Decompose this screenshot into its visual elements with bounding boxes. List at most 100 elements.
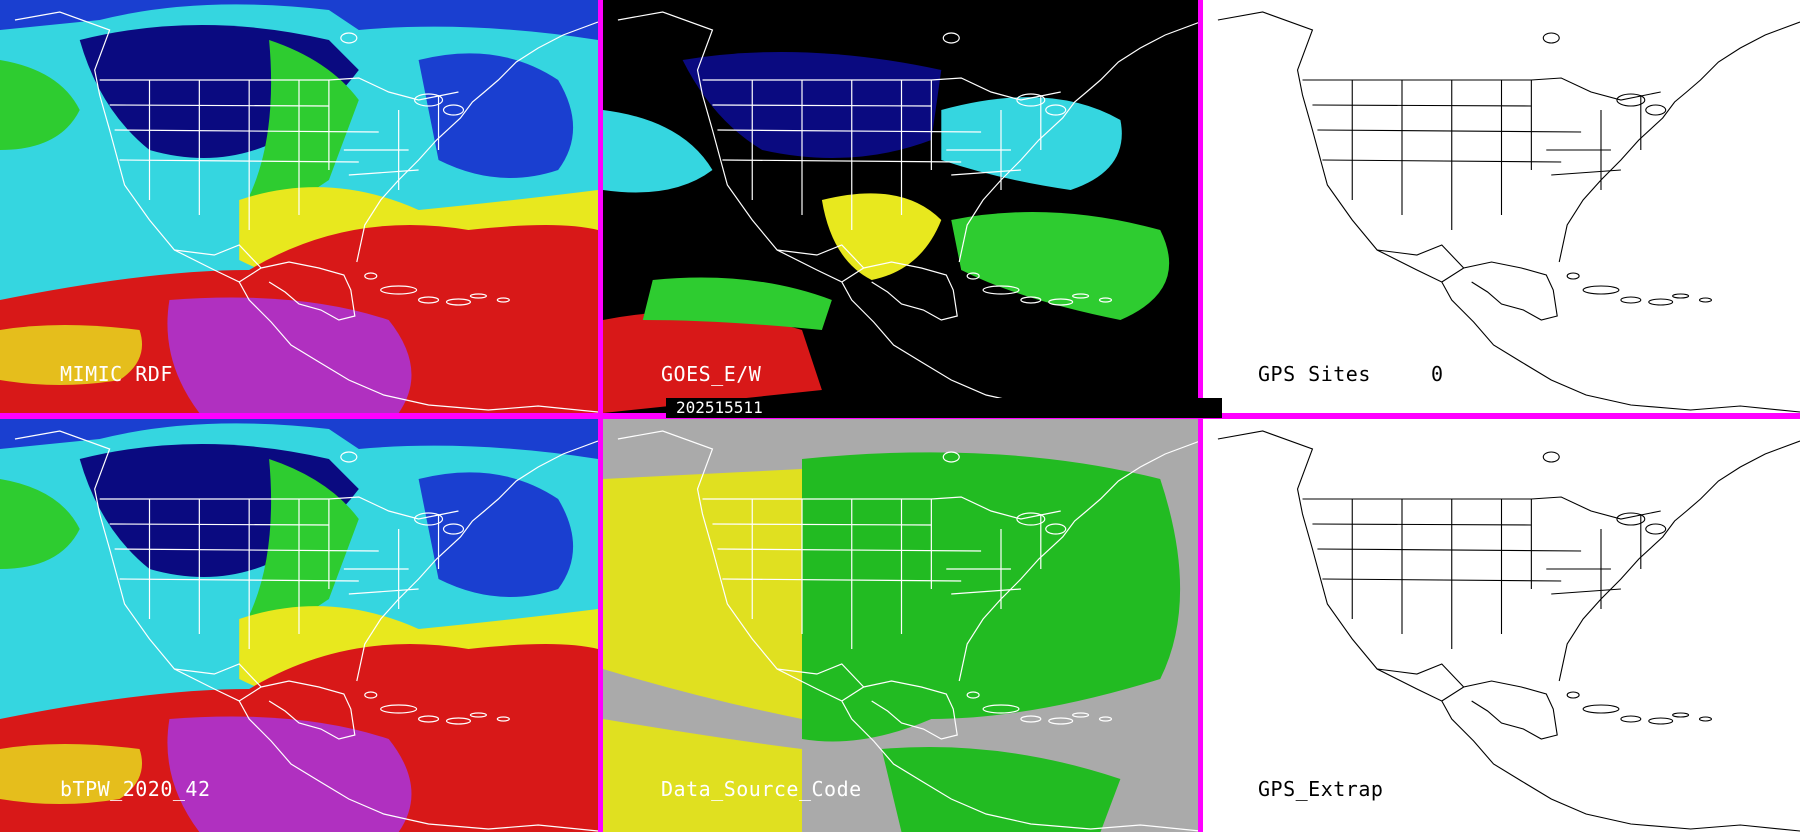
panel-btpw: bTPW_2020_42 (0, 419, 598, 832)
panel-label-gps-extrap: GPS_Extrap (1258, 777, 1384, 801)
island-outline (1098, 297, 1113, 303)
tpw-dry-region (0, 419, 598, 459)
state-border-line (777, 663, 865, 688)
panel-label-data-source-code: Data_Source_Code (661, 777, 862, 801)
state-border-line (109, 104, 379, 163)
lake-outline (1616, 93, 1646, 107)
state-border-line (1377, 244, 1465, 269)
tpw-moist-region (0, 479, 80, 569)
tpw-humid-region (0, 325, 143, 385)
goes-moist-region (603, 110, 713, 193)
island-outline (1072, 293, 1090, 299)
island-outline (966, 272, 980, 280)
island-outline (445, 717, 472, 725)
island-outline (1672, 712, 1690, 718)
source-microwave-region (603, 719, 802, 832)
island-outline (496, 716, 510, 722)
lake-outline (1645, 523, 1667, 535)
coastline-line (1217, 430, 1800, 832)
panel-label-btpw: bTPW_2020_42 (60, 777, 211, 801)
lake-outline (1645, 104, 1667, 116)
panel-label-gps-sites: GPS Sites (1258, 362, 1371, 386)
state-border-line (109, 523, 379, 582)
island-outline (1048, 717, 1074, 725)
panel-goes-ew: GOES_E/W (603, 0, 1200, 413)
island-outline (1698, 297, 1712, 303)
lake-outline (442, 104, 465, 116)
state-border-line (712, 523, 982, 582)
lake-outline (1016, 93, 1046, 107)
timestamp-label: 202515511 (666, 398, 1222, 418)
state-border-line (702, 496, 1061, 520)
state-border-line (1302, 496, 1661, 520)
lake-outline (442, 523, 465, 535)
state-border-line (1546, 95, 1642, 190)
island-outline (496, 297, 510, 303)
lake-outline (1016, 512, 1046, 526)
lake-outline (1616, 512, 1646, 526)
tpw-extreme-region (167, 716, 412, 832)
state-border-line (99, 496, 459, 520)
state-border-line (1351, 499, 1532, 649)
panel-mimic-rdf: MIMIC RDF (0, 0, 598, 413)
state-border-line (1377, 663, 1465, 688)
island-outline (1098, 716, 1113, 722)
lake-outline (942, 451, 960, 463)
state-border-line (174, 244, 262, 269)
lake-outline (1045, 523, 1067, 535)
state-border-line (777, 244, 865, 269)
island-outline (469, 712, 487, 718)
gps-sites-map (1217, 11, 1800, 413)
panel-label-mimic-rdf: MIMIC RDF (60, 362, 173, 386)
state-border-line (148, 80, 330, 230)
coastline-line (14, 11, 598, 413)
island-outline (1020, 296, 1042, 304)
data-source-map (603, 419, 1200, 832)
island-outline (469, 293, 487, 299)
island-outline (418, 715, 440, 723)
island-outline (1620, 715, 1642, 723)
tpw-dry-region (418, 472, 574, 597)
lake-outline (340, 451, 358, 463)
island-outline (982, 704, 1020, 714)
coastline-line (617, 430, 1200, 832)
state-border-line (343, 95, 440, 190)
map-outline-group (1217, 430, 1800, 832)
source-green-region (881, 747, 1121, 832)
island-outline (1648, 298, 1674, 306)
panel-gps-extrap: GPS_Extrap (1203, 419, 1800, 832)
goes-moist-region (951, 212, 1170, 320)
goes-map (603, 0, 1200, 413)
map-outline-group (1217, 11, 1800, 413)
tpw-moist-region (0, 60, 80, 150)
island-outline (982, 285, 1020, 295)
coastline-line (1217, 11, 1800, 413)
island-outline (1620, 296, 1642, 304)
map-outline-group (14, 430, 598, 832)
island-outline (380, 285, 418, 295)
tpw-dry-region (418, 53, 574, 179)
state-border-line (1351, 80, 1532, 230)
state-border-line (1302, 77, 1661, 101)
state-border-line (1312, 523, 1582, 582)
tpw-dry-region (0, 0, 598, 40)
map-outline-group (617, 430, 1200, 832)
island-outline (1672, 293, 1690, 299)
state-border-line (99, 77, 459, 101)
state-border-line (1546, 514, 1642, 609)
island-outline (364, 691, 378, 699)
island-outline (1566, 691, 1580, 699)
state-border-line (702, 77, 1061, 101)
coastline-line (14, 430, 598, 832)
lake-outline (340, 32, 358, 44)
lake-outline (942, 32, 960, 44)
island-outline (418, 296, 440, 304)
panel-gps-sites: GPS Sites 0 (1203, 0, 1800, 413)
state-border-line (343, 514, 440, 609)
lake-outline (1542, 32, 1560, 44)
island-outline (1648, 717, 1674, 725)
state-border-line (1312, 104, 1582, 163)
island-outline (1582, 704, 1620, 714)
island-outline (364, 272, 378, 280)
